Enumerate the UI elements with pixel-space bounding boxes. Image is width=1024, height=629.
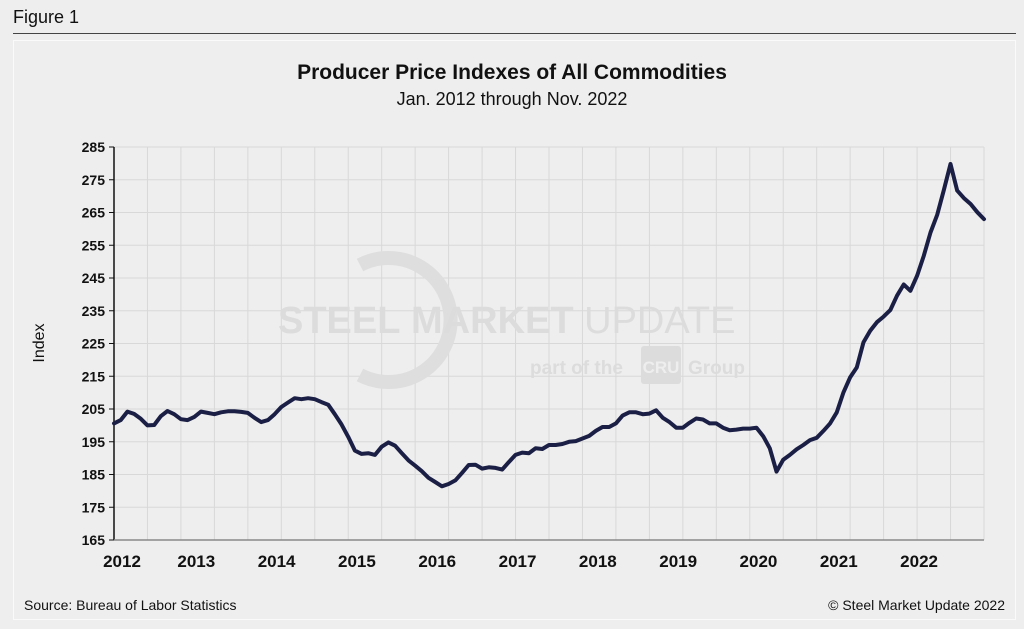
watermark-update: UPDATE [584,300,735,342]
x-tick-labels: 2012 2013 2014 2015 2016 2017 2018 2019 2020 2021… [103,552,938,571]
svg-text:STEEL MARKET UPDAT: STEEL MARKET UPDATE [278,300,735,342]
y-tick-label: 245 [82,270,106,286]
copyright-note: © Steel Market Update 2022 [828,597,1005,613]
y-tick-label: 275 [82,172,106,188]
watermark-cru-badge [641,346,681,384]
chart-subtitle: Jan. 2012 through Nov. 2022 [396,89,628,109]
y-tick-label: 215 [82,368,106,384]
watermark-group: Group [688,358,745,379]
y-tick-label: 265 [82,205,106,221]
x-tick-label: 2013 [177,552,215,571]
watermark-logo: STEEL MARKET UPDATE part of the CRU Grou… [278,251,745,389]
x-tick-label: 2015 [338,552,376,571]
y-tick-label: 185 [82,467,106,483]
y-tick-label: 175 [82,499,106,515]
x-tick-label: 2022 [900,552,938,571]
y-tick-label: 225 [82,336,106,352]
watermark-arc [356,251,458,389]
x-tick-label: 2018 [579,552,617,571]
chart-title: Producer Price Indexes of All Commoditie… [297,61,727,84]
y-tick-label: 165 [82,532,106,548]
figure-label: Figure 1 [13,7,80,27]
x-tick-label: 2020 [740,552,778,571]
x-tick-label: 2017 [499,552,537,571]
axes [109,146,984,541]
y-tick-label: 255 [82,237,106,253]
x-tick-label: 2019 [659,552,697,571]
y-tick-label: 285 [82,139,106,155]
watermark-steel: STEEL [278,300,400,342]
y-tick-label: 205 [82,401,106,417]
y-tick-labels: 285 275 265 255 245 235 225 215 205 195 185 175 165 [82,139,106,548]
chart-panel [13,40,1016,620]
source-note: Source: Bureau of Labor Statistics [24,597,237,613]
grid [114,146,985,540]
watermark-market: MARKET [411,300,574,342]
x-tick-label: 2012 [103,552,141,571]
figure-divider [13,33,1016,34]
x-tick-label: 2021 [820,552,858,571]
y-axis-label: Index [31,323,48,362]
watermark-part-of: part of the [530,358,623,379]
x-tick-label: 2014 [258,552,296,571]
x-tick-label: 2016 [418,552,456,571]
series-line [112,162,986,489]
y-tick-label: 235 [82,303,106,319]
watermark-cru: CRU [643,358,680,377]
y-tick-label: 195 [82,434,106,450]
